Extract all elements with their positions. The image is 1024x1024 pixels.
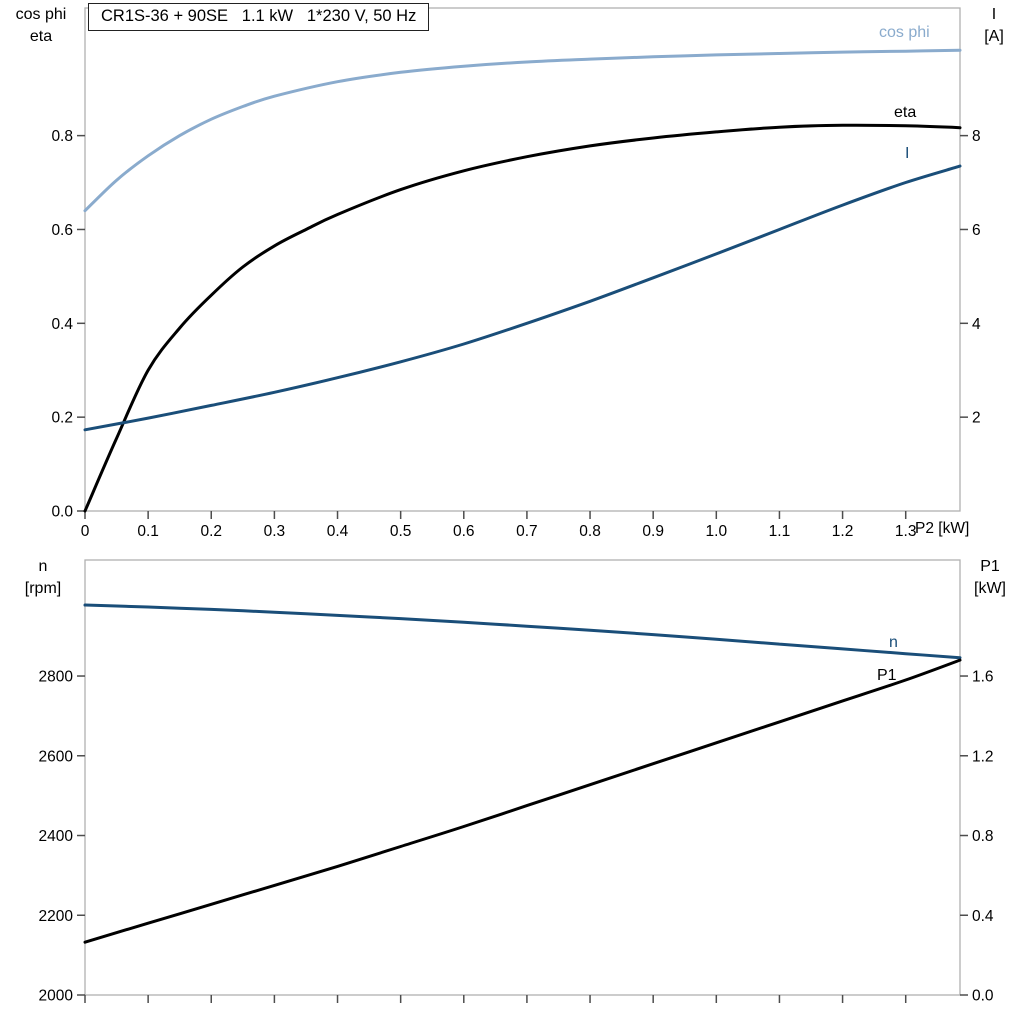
top-left-tick-label: 0.6: [51, 222, 73, 239]
top-left-tick-label: 0.0: [51, 504, 73, 521]
chart-title: CR1S-36 + 90SE 1.1 kW 1*230 V, 50 Hz: [88, 3, 430, 31]
bottom-left-tick-label: 2200: [39, 908, 74, 925]
speed-axis-title-line2: [rpm]: [24, 580, 62, 597]
bottom-left-tick-label: 2800: [39, 669, 74, 686]
top-left-tick-label: 0.8: [51, 128, 73, 145]
top-x-tick-label: 0.3: [264, 523, 286, 540]
bottom-right-tick-label: 1.6: [972, 669, 994, 686]
curve-p1: [83, 658, 962, 944]
top-left-tick-label: 0.4: [51, 316, 73, 333]
top-right-tick-label: 8: [972, 128, 981, 145]
top-left-axis-title: cos phi eta: [2, 4, 80, 48]
bottom-left-tick-label: 2400: [39, 828, 74, 845]
top-x-tick-label: 0.1: [137, 523, 159, 540]
top-plot-frame: [84, 7, 961, 512]
p1-axis-title-line2: [kW]: [974, 580, 1006, 597]
top-x-tick-label: 1.1: [769, 523, 791, 540]
bottom-left-tick-label: 2600: [39, 748, 74, 765]
bottom-right-tick-label: 1.2: [972, 748, 994, 765]
curve-label-p1: P1: [877, 667, 897, 684]
curve-n: [83, 603, 962, 660]
speed-axis-title-line1: n: [38, 558, 48, 575]
right-axis-title-line1: I: [991, 6, 997, 23]
bottom-plot-frame: [84, 559, 961, 996]
p1-axis-title-line1: P1: [980, 558, 1000, 575]
top-x-tick-label: 0.6: [453, 523, 475, 540]
top-x-tick-label: 0.7: [516, 523, 538, 540]
bottom-left-axis-title: n [rpm]: [8, 556, 78, 600]
x-axis-label: P2 [kW]: [915, 520, 970, 537]
right-axis-title-line2: [A]: [984, 28, 1004, 45]
bottom-left-tick-label: 2000: [39, 988, 74, 1005]
top-right-axis-title: I [A]: [966, 4, 1022, 48]
left-axis-title-line1: cos phi: [15, 6, 67, 23]
top-x-tick-label: 1.2: [832, 523, 854, 540]
curve-label-cos-phi: cos phi: [879, 24, 930, 41]
top-x-tick-label: 1.3: [895, 523, 917, 540]
curve-label-speed: n: [889, 634, 898, 651]
top-x-tick-label: 0.8: [579, 523, 601, 540]
top-x-tick-label: 1.0: [706, 523, 728, 540]
curve-i: [83, 164, 962, 432]
top-right-tick-label: 2: [972, 410, 981, 427]
curve-label-current: I: [905, 145, 910, 162]
bottom-right-tick-label: 0.4: [972, 908, 994, 925]
curve-label-eta: eta: [894, 104, 917, 121]
left-axis-title-line2: eta: [29, 28, 53, 45]
curve-eta: [83, 123, 962, 513]
top-right-tick-label: 4: [972, 316, 981, 333]
top-x-tick-label: 0.4: [327, 523, 349, 540]
top-x-tick-label: 0.2: [200, 523, 222, 540]
curve-cos-phi: [83, 48, 962, 213]
bottom-right-tick-label: 0.0: [972, 988, 994, 1005]
top-left-tick-label: 0.2: [51, 410, 73, 427]
top-x-tick-label: 0: [81, 523, 90, 540]
bottom-right-tick-label: 0.8: [972, 828, 994, 845]
bottom-right-axis-title: P1 [kW]: [958, 556, 1022, 600]
top-x-tick-label: 0.5: [390, 523, 412, 540]
top-x-tick-label: 0.9: [642, 523, 664, 540]
top-right-tick-label: 6: [972, 222, 981, 239]
